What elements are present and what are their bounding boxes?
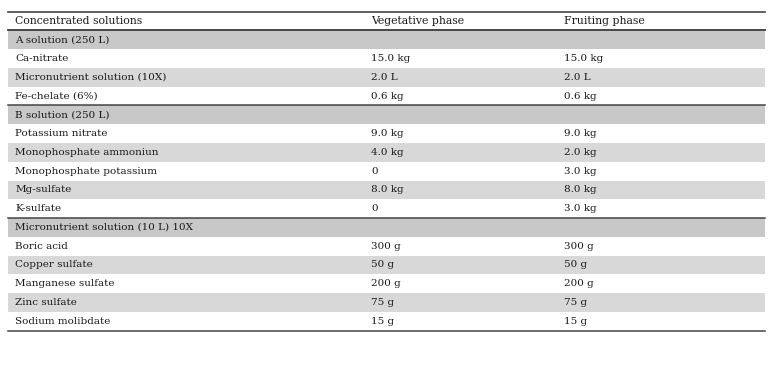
Text: Vegetative phase: Vegetative phase bbox=[371, 16, 464, 26]
Bar bbox=[8, 274, 765, 293]
Text: 0: 0 bbox=[371, 204, 378, 213]
Text: 4.0 kg: 4.0 kg bbox=[371, 148, 404, 157]
Text: 75 g: 75 g bbox=[371, 298, 394, 307]
Text: 300 g: 300 g bbox=[564, 242, 594, 251]
Text: Mg-sulfate: Mg-sulfate bbox=[15, 185, 72, 194]
Bar bbox=[8, 105, 765, 124]
Text: 0.6 kg: 0.6 kg bbox=[371, 92, 404, 101]
Text: 300 g: 300 g bbox=[371, 242, 400, 251]
Text: Micronutrient solution (10X): Micronutrient solution (10X) bbox=[15, 73, 167, 82]
Bar bbox=[8, 218, 765, 237]
Text: Sodium molibdate: Sodium molibdate bbox=[15, 317, 111, 326]
Text: Manganese sulfate: Manganese sulfate bbox=[15, 279, 115, 288]
Bar bbox=[8, 180, 765, 199]
Bar bbox=[8, 199, 765, 218]
Bar bbox=[8, 87, 765, 105]
Text: 2.0 L: 2.0 L bbox=[564, 73, 591, 82]
Bar bbox=[8, 255, 765, 274]
Text: A solution (250 L): A solution (250 L) bbox=[15, 35, 110, 44]
Text: 200 g: 200 g bbox=[564, 279, 594, 288]
Text: 15.0 kg: 15.0 kg bbox=[371, 54, 410, 63]
Text: Zinc sulfate: Zinc sulfate bbox=[15, 298, 77, 307]
Text: 8.0 kg: 8.0 kg bbox=[371, 185, 404, 194]
Text: Monophosphate potassium: Monophosphate potassium bbox=[15, 167, 158, 176]
Text: 2.0 kg: 2.0 kg bbox=[564, 148, 597, 157]
Bar bbox=[8, 49, 765, 68]
Text: 15 g: 15 g bbox=[371, 317, 394, 326]
Text: Boric acid: Boric acid bbox=[15, 242, 68, 251]
Bar bbox=[8, 162, 765, 180]
Text: Ca-nitrate: Ca-nitrate bbox=[15, 54, 69, 63]
Bar bbox=[8, 237, 765, 255]
Text: 0.6 kg: 0.6 kg bbox=[564, 92, 597, 101]
Text: Potassium nitrate: Potassium nitrate bbox=[15, 129, 108, 138]
Text: 9.0 kg: 9.0 kg bbox=[371, 129, 404, 138]
Text: B solution (250 L): B solution (250 L) bbox=[15, 110, 110, 119]
Text: Fruiting phase: Fruiting phase bbox=[564, 16, 645, 26]
Text: 75 g: 75 g bbox=[564, 298, 587, 307]
Text: 15 g: 15 g bbox=[564, 317, 587, 326]
Text: 15.0 kg: 15.0 kg bbox=[564, 54, 604, 63]
Text: 3.0 kg: 3.0 kg bbox=[564, 167, 597, 176]
Bar bbox=[8, 124, 765, 143]
Bar bbox=[8, 143, 765, 162]
Bar bbox=[8, 293, 765, 312]
Bar bbox=[8, 31, 765, 49]
Text: 200 g: 200 g bbox=[371, 279, 400, 288]
Bar bbox=[8, 68, 765, 87]
Text: Concentrated solutions: Concentrated solutions bbox=[15, 16, 143, 26]
Text: 3.0 kg: 3.0 kg bbox=[564, 204, 597, 213]
Text: Monophosphate ammoniun: Monophosphate ammoniun bbox=[15, 148, 159, 157]
Text: Micronutrient solution (10 L) 10X: Micronutrient solution (10 L) 10X bbox=[15, 223, 193, 232]
Text: 0: 0 bbox=[371, 167, 378, 176]
Text: 2.0 L: 2.0 L bbox=[371, 73, 397, 82]
Bar bbox=[8, 312, 765, 330]
Text: 9.0 kg: 9.0 kg bbox=[564, 129, 597, 138]
Text: Fe-chelate (6%): Fe-chelate (6%) bbox=[15, 92, 98, 101]
Text: K-sulfate: K-sulfate bbox=[15, 204, 62, 213]
Text: Copper sulfate: Copper sulfate bbox=[15, 260, 94, 269]
Text: 8.0 kg: 8.0 kg bbox=[564, 185, 597, 194]
Text: 50 g: 50 g bbox=[371, 260, 394, 269]
Text: 50 g: 50 g bbox=[564, 260, 587, 269]
